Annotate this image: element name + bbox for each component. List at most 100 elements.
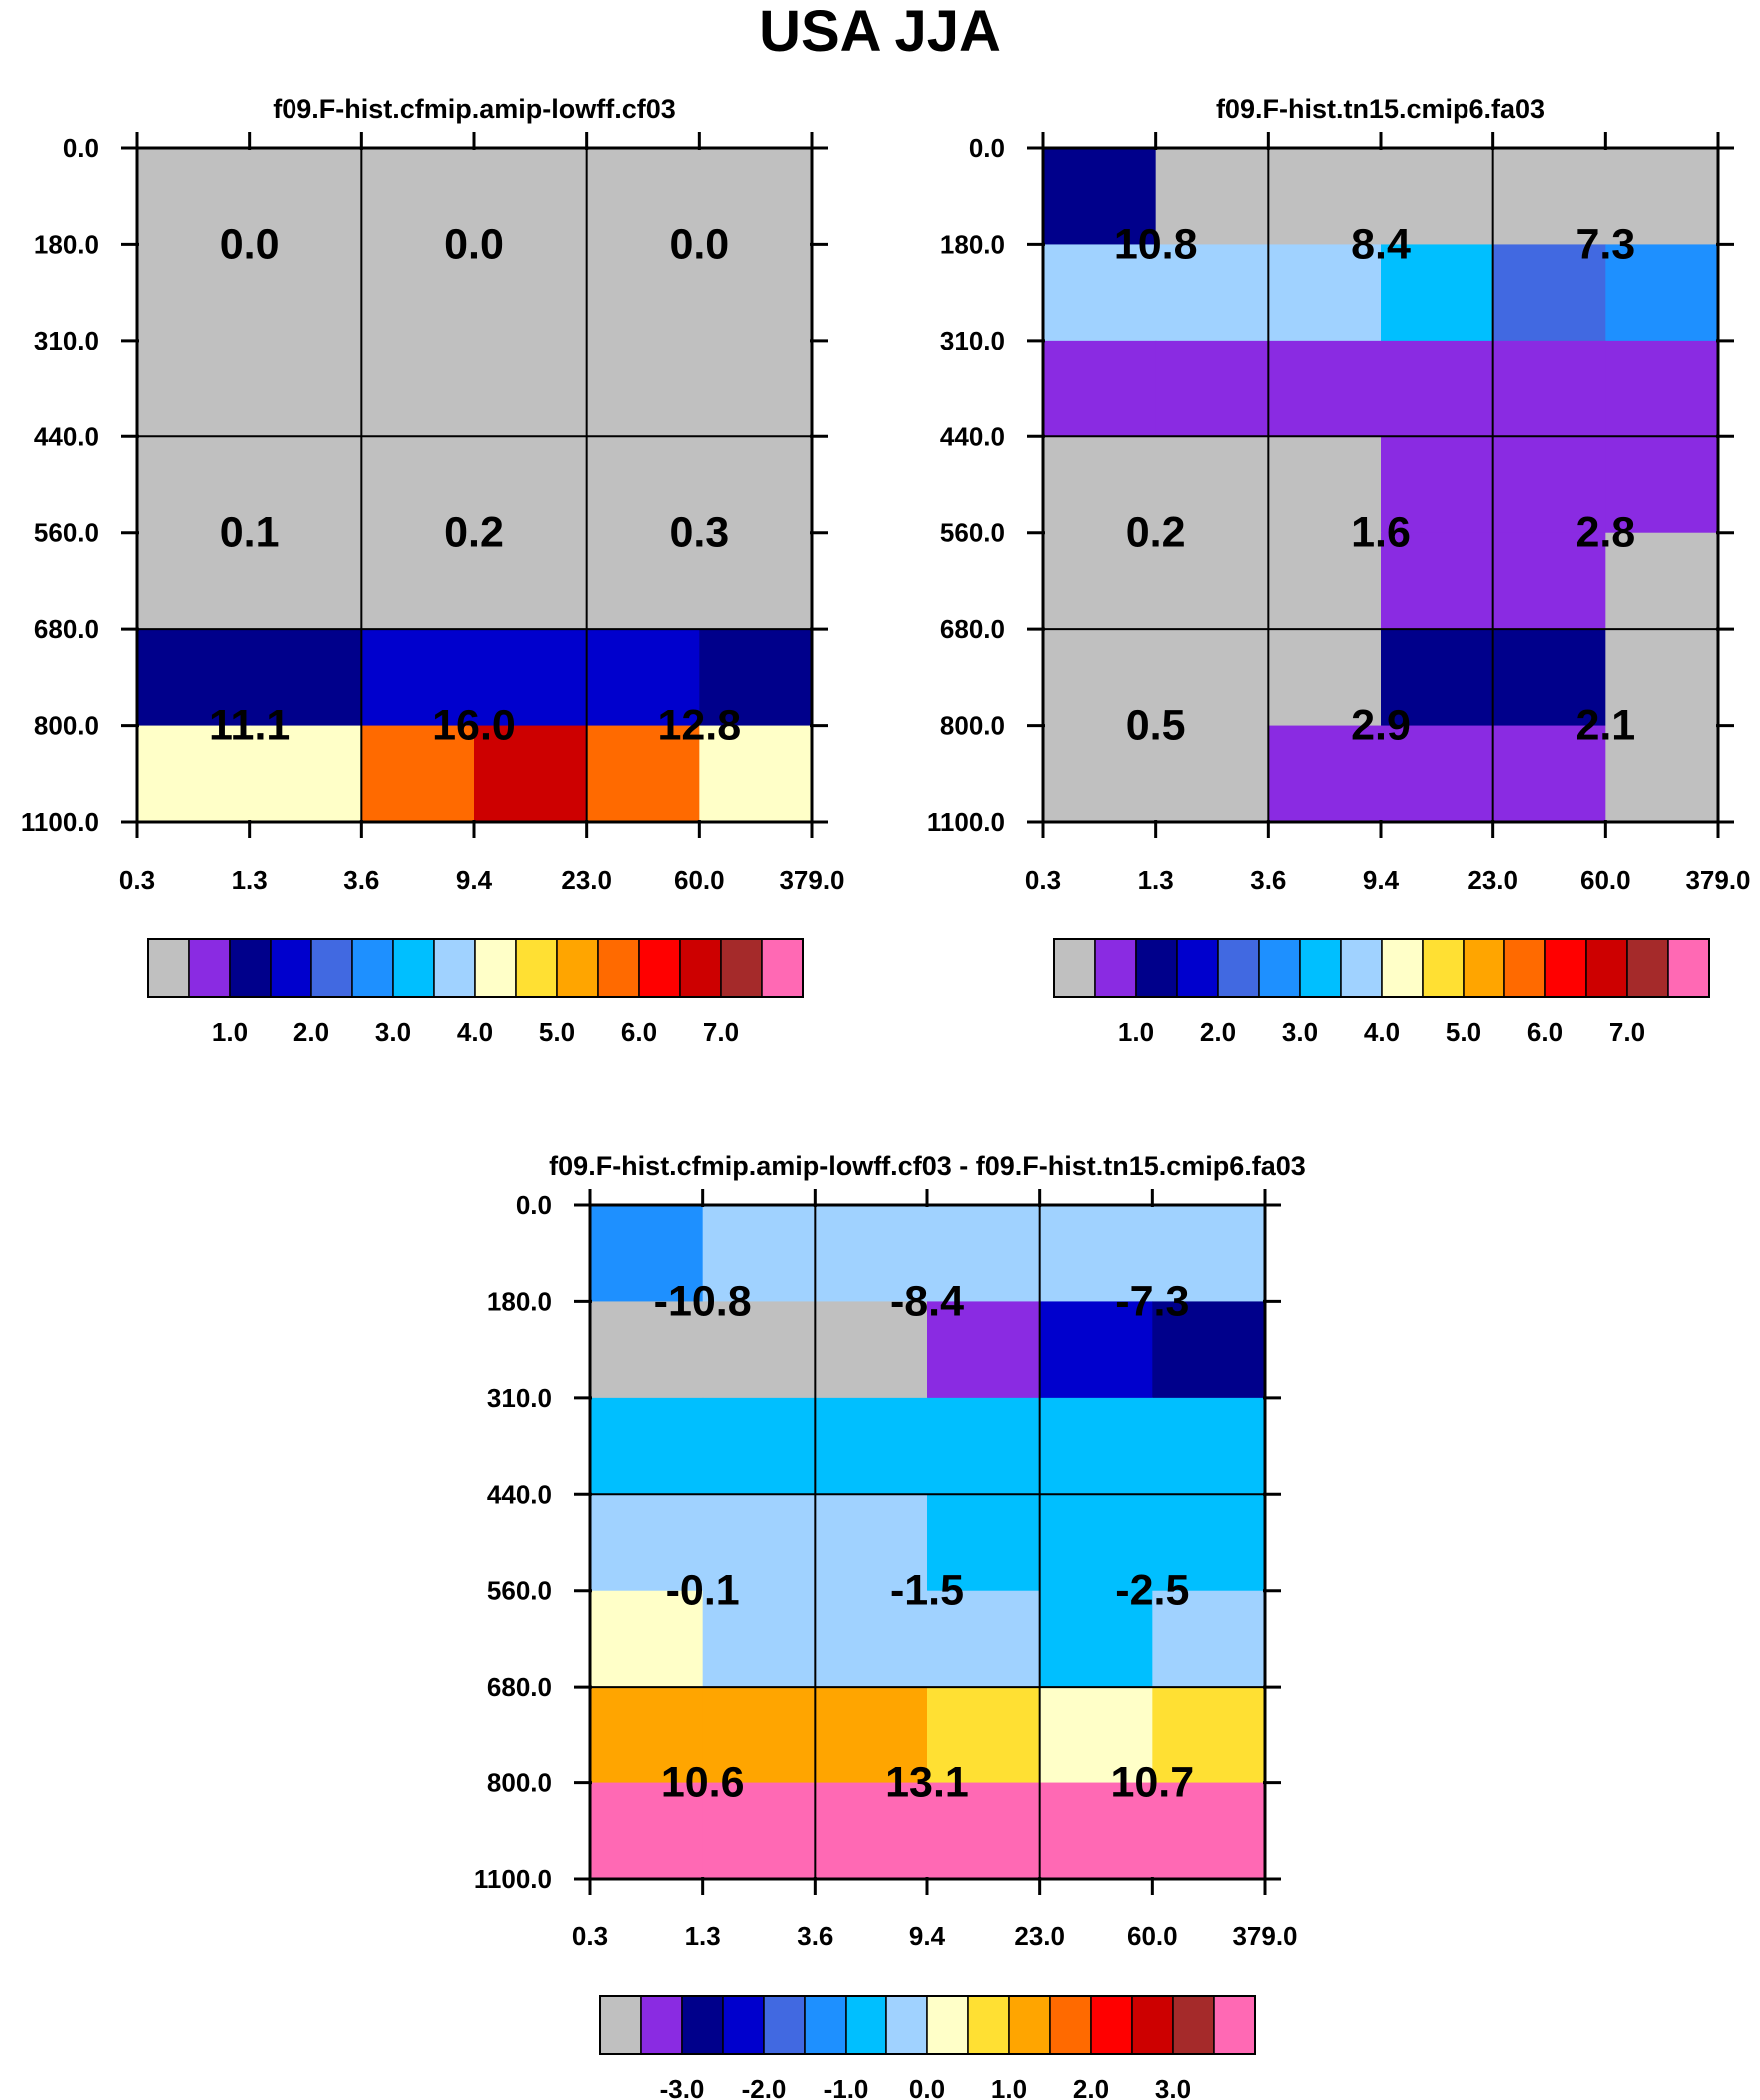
colorbar-swatch xyxy=(1213,1995,1256,2055)
x-tick-label: 9.4 xyxy=(1363,865,1400,895)
colorbar-swatch xyxy=(1667,938,1710,998)
colorbar-swatch xyxy=(640,1995,683,2055)
heatmap-cell xyxy=(702,1301,816,1399)
data-label: 8.4 xyxy=(1351,220,1411,268)
y-tick-label: 1100.0 xyxy=(927,807,1005,837)
heatmap-cell xyxy=(815,1205,928,1303)
heatmap-cell xyxy=(1039,1590,1153,1688)
y-tick-label: 680.0 xyxy=(940,614,1005,644)
heatmap-cell xyxy=(815,1782,928,1880)
heatmap-cell xyxy=(1381,725,1494,823)
colorbar-swatch xyxy=(679,938,722,998)
colorbar-swatch xyxy=(761,938,804,998)
heatmap-cell xyxy=(699,436,813,534)
heatmap-cell xyxy=(927,1205,1041,1303)
x-tick-label: 3.6 xyxy=(343,865,379,895)
heatmap-cell xyxy=(927,1301,1041,1399)
heatmap-cell xyxy=(1152,1782,1266,1880)
heatmap-cell xyxy=(590,1397,704,1495)
heatmap-cell xyxy=(137,340,251,437)
heatmap-cell xyxy=(586,725,700,823)
y-tick-label: 1100.0 xyxy=(474,1864,552,1894)
heatmap-cell xyxy=(137,532,251,630)
heatmap-cell xyxy=(1155,532,1269,630)
x-tick-label: 60.0 xyxy=(1580,865,1631,895)
colorbar-swatch xyxy=(556,938,599,998)
x-tick-label: 9.4 xyxy=(909,1921,946,1951)
heatmap-cell xyxy=(699,725,813,823)
x-tick-label: 1.3 xyxy=(1138,865,1174,895)
data-label: -1.5 xyxy=(890,1567,964,1615)
colorbar-label: 5.0 xyxy=(1446,1017,1481,1047)
y-tick-label: 560.0 xyxy=(34,518,99,548)
heatmap-cell xyxy=(927,1494,1041,1592)
colorbar-label: 3.0 xyxy=(1282,1017,1318,1047)
colorbar-swatch xyxy=(967,1995,1010,2055)
heatmap-cell xyxy=(361,629,475,727)
colorbar-swatch xyxy=(722,1995,765,2055)
y-tick-label: 800.0 xyxy=(487,1768,552,1798)
data-label: 0.5 xyxy=(1126,702,1186,750)
heatmap-cell xyxy=(474,148,588,246)
heatmap-cell xyxy=(590,1590,704,1688)
heatmap-cell xyxy=(815,1494,928,1592)
heatmap-cell xyxy=(361,436,475,534)
heatmap-cell xyxy=(1155,436,1269,534)
colorbar-label: 6.0 xyxy=(1527,1017,1563,1047)
colorbar-swatch xyxy=(1381,938,1424,998)
data-label: -2.5 xyxy=(1115,1567,1189,1615)
heatmap-cell xyxy=(815,1397,928,1495)
heatmap-cell xyxy=(702,1687,816,1784)
heatmap-cell xyxy=(1152,1590,1266,1688)
heatmap-cell xyxy=(590,1301,704,1399)
x-tick-label: 0.3 xyxy=(572,1921,608,1951)
panel-experiment: f09.F-hist.tn15.cmip6.fa03 0.0 180.0 310.0 4… xyxy=(927,94,1751,1047)
heatmap-cell xyxy=(1039,1494,1153,1592)
colorbar-frame xyxy=(599,1995,1256,2055)
heatmap-cell xyxy=(1381,532,1494,630)
data-label: 10.8 xyxy=(1114,220,1198,268)
data-label: 13.1 xyxy=(885,1759,969,1807)
y-tick-label: 560.0 xyxy=(940,518,1005,548)
heatmap-cell xyxy=(1605,340,1719,437)
heatmap-cell xyxy=(1039,1687,1153,1784)
heatmap-cell xyxy=(815,1590,928,1688)
data-label: 0.0 xyxy=(444,220,504,268)
heatmap-cell xyxy=(1152,1687,1266,1784)
colorbar-label: -1.0 xyxy=(824,2074,869,2100)
panel-title: f09.F-hist.tn15.cmip6.fa03 xyxy=(1216,94,1545,124)
heatmap-cell xyxy=(1039,1397,1153,1495)
heatmap-cell xyxy=(474,244,588,342)
colorbar-swatch xyxy=(1258,938,1301,998)
x-tick-label: 9.4 xyxy=(456,865,493,895)
data-label: 2.9 xyxy=(1351,702,1411,750)
data-label: 10.6 xyxy=(661,1759,745,1807)
heatmap-cell xyxy=(1492,436,1606,534)
heatmap-cell xyxy=(1381,148,1494,246)
heatmap-cell xyxy=(249,532,362,630)
colorbar-label: 3.0 xyxy=(1155,2074,1191,2100)
heatmap-cell xyxy=(361,340,475,437)
heatmap-cell xyxy=(1605,532,1719,630)
heatmap-cell xyxy=(249,725,362,823)
heatmap-cell xyxy=(1492,532,1606,630)
colorbar-swatch xyxy=(433,938,476,998)
heatmap-cell xyxy=(1152,1494,1266,1592)
panel-control: f09.F-hist.cfmip.amip-lowff.cf03 0.0 180.0… xyxy=(21,94,845,1047)
colorbar-label: 4.0 xyxy=(1364,1017,1400,1047)
heatmap-cell xyxy=(927,1397,1041,1495)
colorbar-frame xyxy=(147,938,804,998)
heatmap-cell xyxy=(1155,244,1269,342)
heatmap-cell xyxy=(1381,629,1494,727)
colorbar-swatch xyxy=(1463,938,1505,998)
heatmap-cell xyxy=(1268,629,1382,727)
y-tick-label: 180.0 xyxy=(34,229,99,259)
data-label: -10.8 xyxy=(654,1277,752,1325)
heatmap-cell xyxy=(927,1782,1041,1880)
heatmap-cell xyxy=(361,532,475,630)
heatmap-cell xyxy=(590,1494,704,1592)
colorbar-swatch xyxy=(1053,938,1096,998)
colorbar-swatch xyxy=(763,1995,806,2055)
heatmap-cell xyxy=(1039,1301,1153,1399)
